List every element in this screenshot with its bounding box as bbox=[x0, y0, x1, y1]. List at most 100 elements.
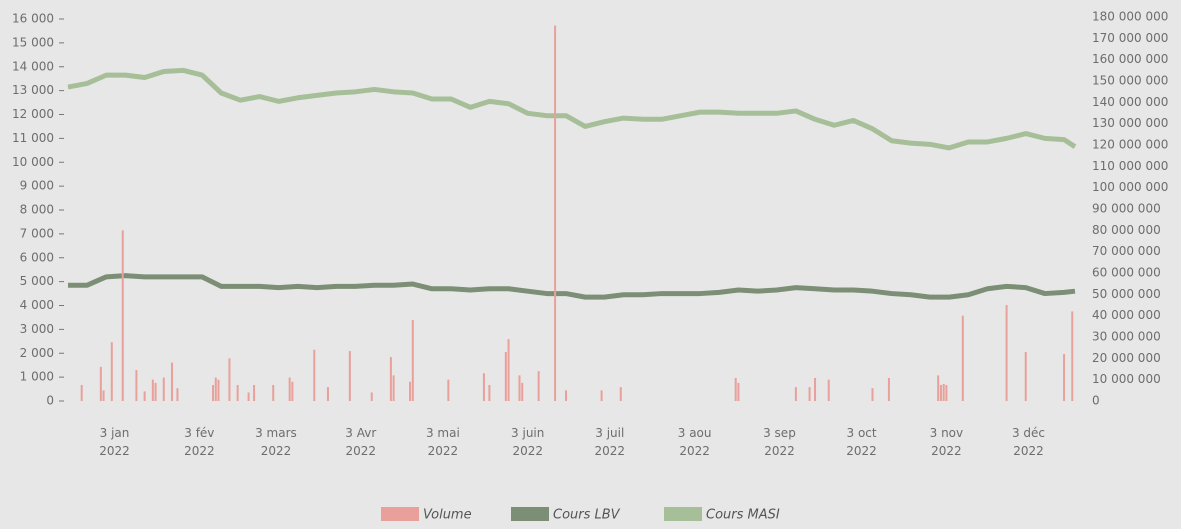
volume-bar bbox=[154, 382, 157, 401]
volume-bar bbox=[110, 342, 113, 401]
volume-bar bbox=[554, 25, 557, 402]
x-tick-label: 3 sep 2022 bbox=[763, 426, 796, 458]
y-tick-label: 13 000 bbox=[12, 83, 54, 97]
y-tick-label: 16 000 bbox=[12, 12, 54, 26]
volume-bar bbox=[518, 375, 521, 401]
volume-bar bbox=[143, 391, 146, 401]
volume-bar bbox=[212, 385, 215, 401]
legend-swatch bbox=[664, 507, 702, 521]
volume-bar bbox=[170, 362, 173, 401]
y-tick-label: 10 000 bbox=[12, 155, 54, 169]
y2-tick-label: 50 000 000 bbox=[1092, 287, 1161, 301]
y-tick-label: 3 000 bbox=[20, 322, 54, 336]
volume-bar bbox=[348, 351, 351, 401]
legend-label: Cours LBV bbox=[553, 508, 621, 523]
volume-bar bbox=[447, 379, 450, 401]
volume-bar bbox=[521, 382, 524, 401]
y-tick-label: 0 bbox=[46, 394, 54, 408]
y-tick-label: 5 000 bbox=[20, 274, 54, 288]
volume-bar bbox=[80, 385, 83, 401]
y-tick-label: 1 000 bbox=[20, 370, 54, 384]
y-tick-label: 7 000 bbox=[20, 226, 54, 240]
volume-bar bbox=[102, 390, 105, 401]
y2-tick-label: 110 000 000 bbox=[1092, 159, 1168, 173]
volume-bar bbox=[945, 385, 948, 401]
volume-bar bbox=[488, 385, 491, 401]
volume-bar bbox=[937, 375, 940, 401]
volume-bar bbox=[619, 387, 622, 401]
y2-tick-label: 70 000 000 bbox=[1092, 244, 1161, 258]
volume-bar bbox=[236, 385, 239, 401]
volume-bar bbox=[734, 377, 737, 401]
y-tick-label: 14 000 bbox=[12, 59, 54, 73]
volume-bar bbox=[121, 230, 124, 401]
volume-bar bbox=[1024, 351, 1027, 401]
volume-bar bbox=[482, 373, 485, 401]
legend-swatch bbox=[381, 507, 419, 521]
y-tick-label: 4 000 bbox=[20, 298, 54, 312]
y2-tick-label: 10 000 000 bbox=[1092, 372, 1161, 386]
x-tick-label: 3 oct 2022 bbox=[846, 426, 877, 458]
y2-tick-label: 170 000 000 bbox=[1092, 31, 1168, 45]
x-tick-label: 3 Avr 2022 bbox=[345, 426, 376, 458]
y-tick-label: 8 000 bbox=[20, 203, 54, 217]
volume-bar bbox=[961, 315, 964, 401]
x-tick-label: 3 juin 2022 bbox=[511, 426, 544, 458]
volume-bar bbox=[1071, 311, 1074, 401]
volume-bar bbox=[272, 385, 275, 401]
x-tick-label: 3 fév 2022 bbox=[184, 426, 215, 458]
y-tick-label: 11 000 bbox=[12, 131, 54, 145]
y-tick-label: 6 000 bbox=[20, 250, 54, 264]
volume-bar bbox=[151, 379, 154, 401]
x-tick-label: 3 mars 2022 bbox=[255, 426, 297, 458]
volume-bar bbox=[409, 381, 412, 401]
volume-bar bbox=[326, 387, 329, 401]
volume-bar bbox=[537, 371, 540, 401]
x-tick-label: 3 nov 2022 bbox=[930, 426, 964, 458]
volume-bar bbox=[871, 388, 874, 401]
x-tick-label: 3 déc 2022 bbox=[1012, 426, 1045, 458]
volume-bar bbox=[814, 377, 817, 401]
volume-bar bbox=[887, 377, 890, 401]
volume-bar bbox=[794, 387, 797, 401]
volume-bar bbox=[99, 366, 102, 401]
y-tick-label: 9 000 bbox=[20, 179, 54, 193]
y2-tick-label: 130 000 000 bbox=[1092, 116, 1168, 130]
volume-bar bbox=[737, 382, 740, 401]
line bbox=[68, 273, 1076, 300]
y2-tick-label: 40 000 000 bbox=[1092, 308, 1161, 322]
y2-tick-label: 160 000 000 bbox=[1092, 52, 1168, 66]
volume-bar bbox=[247, 392, 250, 401]
volume-bar bbox=[411, 319, 414, 401]
y2-tick-label: 100 000 000 bbox=[1092, 180, 1168, 194]
y2-tick-label: 60 000 000 bbox=[1092, 266, 1161, 280]
legend-label: Cours MASI bbox=[706, 508, 780, 523]
volume-bar bbox=[565, 390, 568, 401]
y2-tick-label: 30 000 000 bbox=[1092, 330, 1161, 344]
volume-bar bbox=[214, 377, 217, 401]
legend-label: Volume bbox=[423, 508, 472, 523]
y-tick-label: 15 000 bbox=[12, 35, 54, 49]
y-tick-label: 12 000 bbox=[12, 107, 54, 121]
volume-bar bbox=[228, 358, 231, 401]
volume-bar bbox=[370, 392, 373, 401]
y2-tick-label: 0 bbox=[1092, 394, 1100, 408]
x-tick-label: 3 jan 2022 bbox=[99, 426, 130, 458]
volume-bar bbox=[392, 375, 395, 401]
line bbox=[67, 67, 1077, 151]
y-tick-label: 2 000 bbox=[20, 346, 54, 360]
volume-bar bbox=[313, 349, 316, 401]
volume-bar bbox=[600, 390, 603, 401]
y2-tick-label: 140 000 000 bbox=[1092, 95, 1168, 109]
volume-bar bbox=[1005, 305, 1008, 401]
volume-bar bbox=[288, 377, 291, 401]
y2-tick-label: 90 000 000 bbox=[1092, 202, 1161, 216]
y2-tick-label: 120 000 000 bbox=[1092, 138, 1168, 152]
volume-bar bbox=[291, 381, 294, 401]
volume-bar bbox=[827, 379, 830, 401]
x-tick-label: 3 aou 2022 bbox=[678, 426, 712, 458]
x-tick-label: 3 mai 2022 bbox=[426, 426, 460, 458]
volume-bar bbox=[162, 377, 165, 401]
